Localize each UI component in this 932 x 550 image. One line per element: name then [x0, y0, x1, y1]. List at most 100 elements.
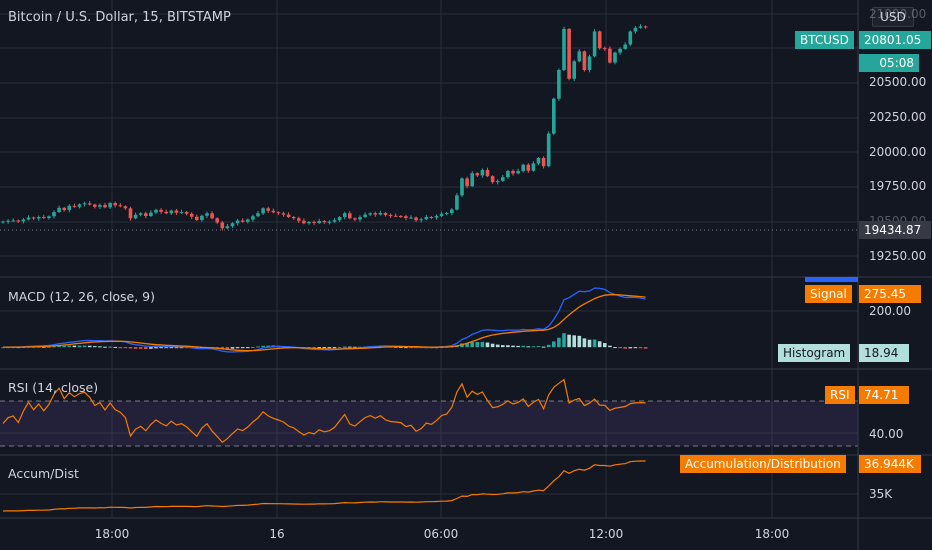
candle-body — [424, 217, 429, 220]
rsi-value: 74.71 — [859, 386, 909, 404]
candle-body — [266, 208, 270, 211]
macd-hist-bar — [577, 335, 582, 348]
macd-hist-bar — [546, 344, 551, 348]
candle-body — [174, 210, 179, 213]
macd-hist-bar — [317, 347, 321, 349]
macd-hist-bar — [536, 346, 541, 348]
macd-title: MACD (12, 26, close, 9) — [8, 289, 155, 304]
ad-label: Accumulation/Distribution — [680, 455, 846, 473]
candle-body — [633, 27, 638, 32]
candle-body — [495, 180, 500, 183]
macd-hist-bar — [582, 338, 587, 348]
candle-body — [240, 220, 245, 222]
candle-body — [108, 203, 112, 208]
candle-body — [1, 221, 5, 223]
candle-body — [480, 169, 485, 176]
candle-body — [597, 31, 602, 49]
macd-hist-bar — [562, 333, 566, 348]
macd-hist-bar — [42, 346, 46, 348]
candle-body — [205, 213, 209, 216]
candle-body — [98, 205, 102, 207]
candle-body — [531, 163, 536, 171]
macd-hist-bar — [470, 342, 474, 348]
macd-tick: 200.00 — [869, 304, 911, 318]
ad-tick: 35K — [869, 487, 893, 501]
macd-hist-bar — [638, 347, 643, 349]
macd-hist-bar — [261, 345, 265, 348]
candle-body — [439, 213, 444, 217]
macd-hist-bar — [93, 346, 97, 348]
candle-body — [31, 217, 36, 219]
macd-hist-bar — [266, 345, 270, 348]
candle-body — [195, 216, 199, 221]
candle-body — [587, 56, 592, 71]
price-tick: 19250.00 — [869, 249, 927, 263]
candle-body — [230, 223, 235, 227]
candle-body — [312, 222, 316, 224]
macd-histogram-label: Histogram — [778, 344, 851, 362]
candle-body — [526, 164, 531, 171]
macd-hist-bar — [154, 347, 158, 349]
candle-body — [225, 226, 230, 229]
candle-body — [210, 213, 214, 219]
candle-body — [11, 220, 15, 222]
candle-body — [521, 164, 525, 171]
candle-body — [322, 221, 327, 223]
candle-body — [16, 220, 21, 222]
ad-title: Accum/Dist — [8, 466, 79, 481]
candle-body — [393, 215, 398, 217]
macd-hist-bar — [490, 343, 495, 348]
macd-hist-bar — [511, 345, 515, 348]
candlestick-series — [1, 24, 648, 231]
candle-body — [552, 98, 556, 134]
candle-body — [179, 212, 184, 214]
candle-body — [200, 215, 204, 221]
candle-body — [77, 204, 82, 207]
macd-hist-bar — [220, 347, 225, 349]
candle-body — [342, 213, 347, 218]
candle-body — [281, 213, 286, 215]
macd-hist-bar — [348, 346, 352, 348]
macd-hist-bar — [138, 347, 143, 349]
macd-hist-bar — [409, 347, 413, 349]
macd-hist-bar — [225, 347, 230, 349]
macd-hist-bar — [480, 341, 485, 348]
time-tick: 16 — [269, 527, 285, 541]
candle-body — [511, 170, 515, 174]
macd-hist-bar — [603, 343, 607, 348]
macd-hist-bar — [613, 347, 617, 349]
candle-body — [475, 173, 480, 176]
macd-hist-bar — [195, 347, 199, 349]
candle-body — [261, 208, 265, 214]
candle-body — [52, 212, 56, 217]
macd-hist-bar — [592, 339, 597, 348]
price-tick: 21000.00 — [869, 7, 927, 21]
candle-body — [613, 52, 617, 63]
currency-button[interactable]: USD — [872, 7, 914, 27]
candle-body — [307, 222, 311, 224]
candle-body — [358, 217, 362, 220]
time-tick: 18:00 — [754, 527, 790, 541]
candle-body — [128, 208, 133, 219]
macd-hist-bar — [353, 346, 357, 348]
price-tick: 20250.00 — [869, 110, 927, 124]
macd-hist-bar — [164, 347, 168, 349]
candle-body — [348, 213, 352, 219]
price-tick: 20000.00 — [869, 145, 927, 159]
macd-hist-bar — [531, 346, 536, 348]
candle-body — [184, 212, 189, 214]
candle-body — [643, 26, 648, 28]
candle-body — [72, 205, 77, 207]
macd-hist-bar — [72, 345, 77, 348]
symbol-tag: BTCUSD — [795, 31, 854, 49]
macd-hist-bar — [495, 344, 500, 348]
macd-hist-bar — [404, 347, 408, 349]
time-tick: 12:00 — [588, 527, 624, 541]
macd-hist-bar — [67, 345, 72, 348]
macd-hist-bar — [501, 345, 505, 348]
candle-body — [414, 217, 418, 221]
macd-hist-bar — [179, 347, 184, 349]
candle-body — [57, 207, 61, 213]
